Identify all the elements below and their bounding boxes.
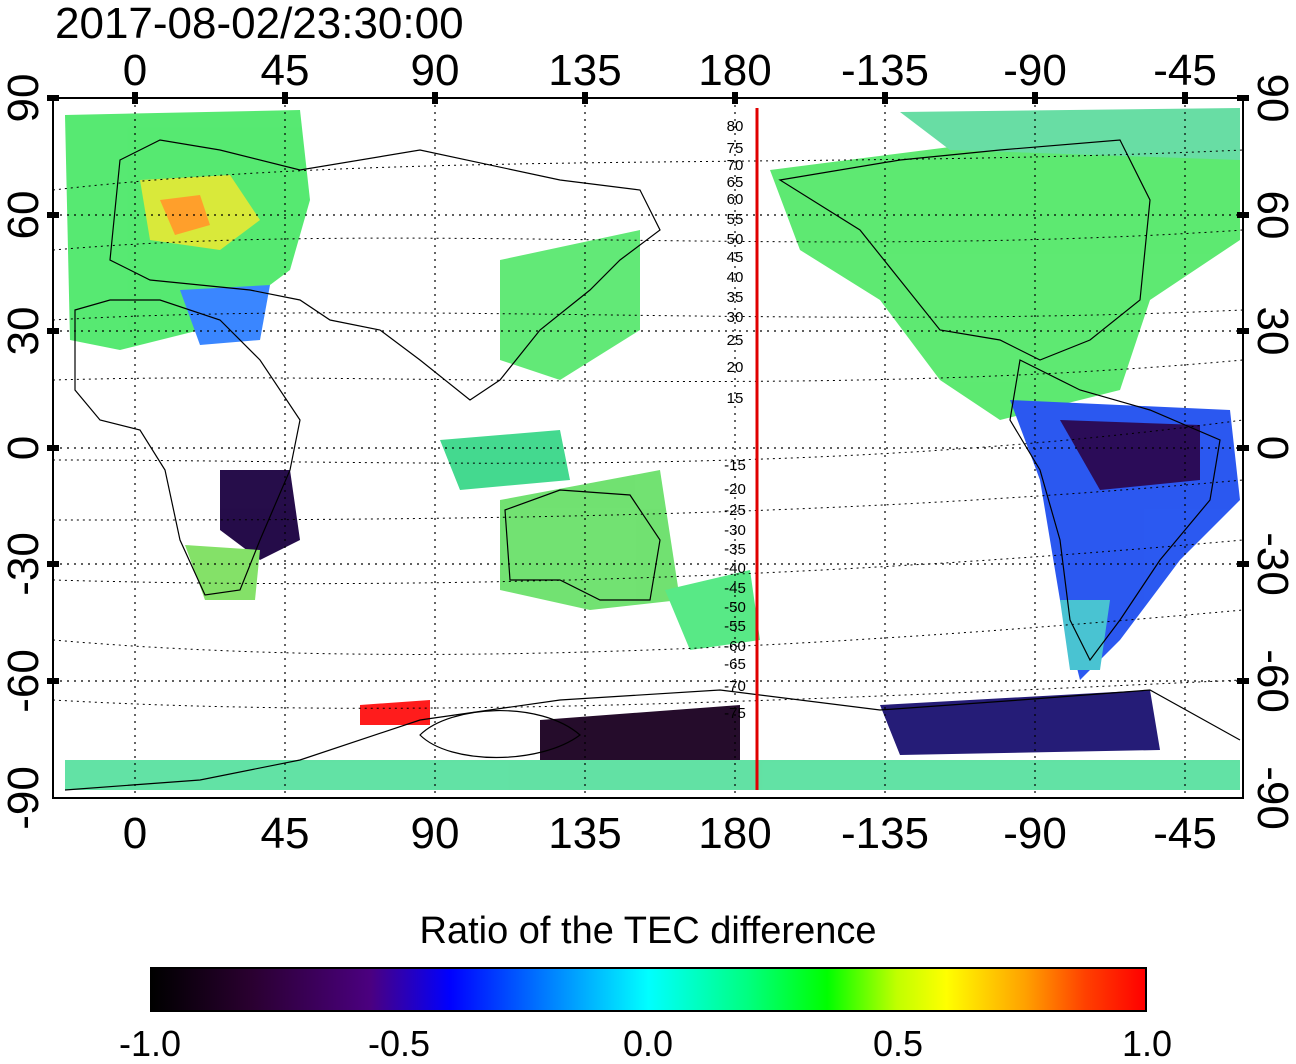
lon-tick-top: 90: [411, 46, 460, 95]
lon-tick-bottom: -135: [841, 809, 929, 858]
lon-tick-bottom: 180: [698, 809, 771, 858]
colorbar-tick: -1.0: [118, 1023, 182, 1064]
lon-tick-top: -135: [841, 46, 929, 95]
lon-tick-bottom: -90: [1003, 809, 1067, 858]
mlat-label: 55: [727, 211, 744, 228]
lat-tick-right: 30: [1248, 307, 1296, 356]
frame-ticks: [47, 92, 1249, 684]
mlat-label: -55: [724, 618, 746, 635]
mlat-label: -15: [724, 457, 746, 474]
latitude-labels-right: 90 60 30 0 -30 -60 -90: [1248, 74, 1296, 830]
patch-antarctica-red: [360, 700, 430, 725]
patch-east-asia: [500, 230, 640, 380]
mlat-label: 65: [727, 174, 744, 191]
mlat-label: 15: [727, 390, 744, 407]
lat-tick-left: 0: [0, 436, 48, 460]
patch-indonesia: [440, 430, 570, 490]
mlat-label: -45: [724, 580, 746, 597]
colorbar-tick: 0.0: [622, 1023, 674, 1064]
colorbar-tick: 0.5: [872, 1023, 924, 1064]
lon-tick-top: 180: [698, 46, 771, 95]
graticule: [53, 98, 1243, 798]
lon-tick-top: 0: [123, 46, 147, 95]
mlat-label: -30: [724, 522, 746, 539]
patch-arctic: [900, 108, 1240, 160]
mlat-label: -70: [724, 678, 746, 695]
mlat-label: 35: [727, 289, 744, 306]
lat-tick-left: 60: [0, 191, 48, 240]
patch-nz: [665, 570, 760, 650]
lat-tick-left: 90: [0, 74, 48, 123]
lon-tick-top: 135: [548, 46, 621, 95]
mlat-label: -60: [724, 638, 746, 655]
timestamp-title: 2017-08-02/23:30:00: [55, 0, 464, 48]
lon-tick-top: -45: [1153, 46, 1217, 95]
mlat-label: -75: [724, 705, 746, 722]
lat-tick-left: -90: [0, 766, 48, 830]
lat-tick-right: 0: [1248, 436, 1296, 460]
patch-australia: [500, 470, 680, 610]
mlat-label: -65: [724, 656, 746, 673]
mlat-label: -25: [724, 502, 746, 519]
lat-tick-right: -90: [1248, 766, 1296, 830]
lat-tick-left: 30: [0, 307, 48, 356]
colorbar-tick: 1.0: [1121, 1023, 1173, 1064]
colorbar-title: Ratio of the TEC difference: [419, 910, 877, 952]
longitude-labels-top: 0 45 90 135 180 -135 -90 -45: [123, 46, 1217, 95]
mlat-label: 80: [727, 118, 744, 135]
lon-tick-top: 45: [261, 46, 310, 95]
colorbar-tick: -0.5: [367, 1023, 431, 1064]
lat-tick-left: -30: [0, 532, 48, 596]
mlat-label: 70: [727, 157, 744, 174]
mlat-label: 75: [727, 140, 744, 157]
lon-tick-bottom: 135: [548, 809, 621, 858]
patch-north-america: [770, 110, 1240, 420]
lat-tick-right: 60: [1248, 191, 1296, 240]
mlat-label: 30: [727, 309, 744, 326]
patch-med-blue: [180, 285, 270, 345]
patch-antarctica-east: [880, 690, 1160, 755]
lon-tick-bottom: 90: [411, 809, 460, 858]
lon-tick-bottom: -45: [1153, 809, 1217, 858]
latitude-labels-left: 90 60 30 0 -30 -60 -90: [0, 74, 48, 830]
tec-map: 0 45 90 135 180 -135 -90 -45 0 45 90 135 180 -135 -90…: [0, 46, 1296, 858]
lon-tick-bottom: 45: [261, 809, 310, 858]
patch-brazil-dark: [1060, 420, 1200, 490]
mlat-label: -40: [724, 560, 746, 577]
lon-tick-top: -90: [1003, 46, 1067, 95]
lat-tick-right: -30: [1248, 532, 1296, 596]
lat-tick-right: 90: [1248, 74, 1296, 123]
mlat-label: 45: [727, 249, 744, 266]
mlat-label: 25: [727, 332, 744, 349]
lat-tick-right: -60: [1248, 649, 1296, 713]
colorbar: [150, 967, 1147, 1012]
mlat-label: 50: [727, 231, 744, 248]
mlat-label: 40: [727, 269, 744, 286]
lat-tick-left: -60: [0, 649, 48, 713]
lon-tick-bottom: 0: [123, 809, 147, 858]
patch-scandinavia-hot: [160, 195, 210, 235]
patch-patagonia: [1060, 600, 1110, 670]
mlat-label: 60: [727, 191, 744, 208]
patch-antarctica-band: [65, 760, 1240, 790]
magnetic-latitude-contours: [53, 149, 1243, 709]
tec-data-layer: [65, 108, 1240, 790]
mlat-label: -35: [724, 541, 746, 558]
mlat-label: -20: [724, 481, 746, 498]
mlat-label: -50: [724, 599, 746, 616]
longitude-labels-bottom: 0 45 90 135 180 -135 -90 -45: [123, 809, 1217, 858]
coastlines: [64, 139, 1241, 791]
mlat-label: 20: [727, 359, 744, 376]
